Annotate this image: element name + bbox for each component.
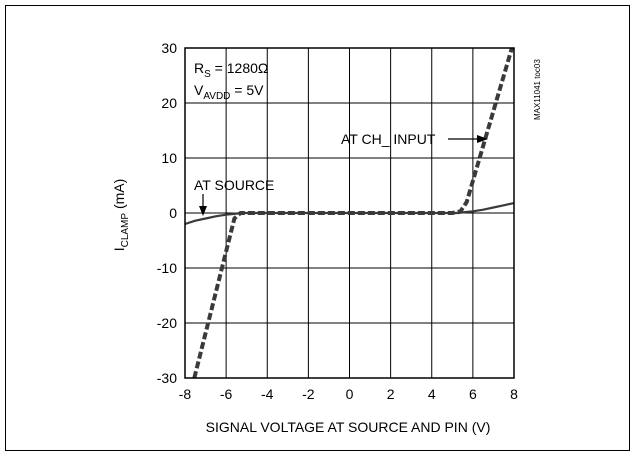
at-source-arrow [199, 194, 207, 216]
x-axis-label: SIGNAL VOLTAGE AT SOURCE AND PIN (V) [206, 419, 491, 435]
x-tick-labels: -8 -6 -4 -2 0 2 4 6 8 [179, 386, 518, 402]
at-ch-input-arrow [448, 135, 488, 143]
outer-border [5, 5, 630, 451]
vavdd-annotation: VAVDD = 5V [194, 82, 264, 102]
y-tick-label: 10 [161, 150, 177, 166]
y-tick-label: 0 [169, 205, 177, 221]
figure-id: MAX11041 toc03 [533, 59, 542, 120]
series-at-ch-input [192, 47, 514, 379]
x-tick-label: -8 [179, 386, 192, 402]
x-tick-label: 8 [510, 386, 518, 402]
rs-annotation: RS = 1280Ω [194, 60, 268, 80]
x-tick-label: -4 [261, 386, 274, 402]
y-axis-label-unit: (mA) [111, 179, 127, 213]
y-axis-label: ICLAMP (mA) [111, 179, 131, 252]
x-tick-label: 0 [346, 386, 354, 402]
x-tick-label: 4 [428, 386, 436, 402]
y-tick-label: -20 [157, 315, 177, 331]
y-tick-label: 30 [161, 40, 177, 56]
y-tick-label: 20 [161, 95, 177, 111]
y-axis-label-sub: CLAMP [120, 213, 131, 248]
vavdd-sub: AVDD [203, 91, 230, 102]
y-tick-labels: -30 -20 -10 0 10 20 30 [157, 40, 177, 386]
plot-frame [184, 47, 515, 379]
x-tick-label: 2 [387, 386, 395, 402]
x-tick-label: 6 [469, 386, 477, 402]
x-tick-label: -2 [302, 386, 315, 402]
at-ch-input-label: AT CH_ INPUT [341, 131, 436, 147]
rs-sub: S [204, 69, 211, 80]
vavdd-rest: = 5V [230, 82, 264, 98]
x-tick-label: -6 [220, 386, 233, 402]
plot-area-border [184, 47, 515, 379]
vavdd-main: V [194, 82, 204, 98]
rs-rest: = 1280Ω [211, 60, 269, 76]
y-tick-label: -30 [157, 370, 177, 386]
at-source-label: AT SOURCE [194, 177, 274, 193]
y-axis-label-main: I [111, 247, 127, 251]
series-layer [184, 47, 515, 379]
rs-main: R [194, 60, 204, 76]
y-tick-label: -10 [157, 260, 177, 276]
